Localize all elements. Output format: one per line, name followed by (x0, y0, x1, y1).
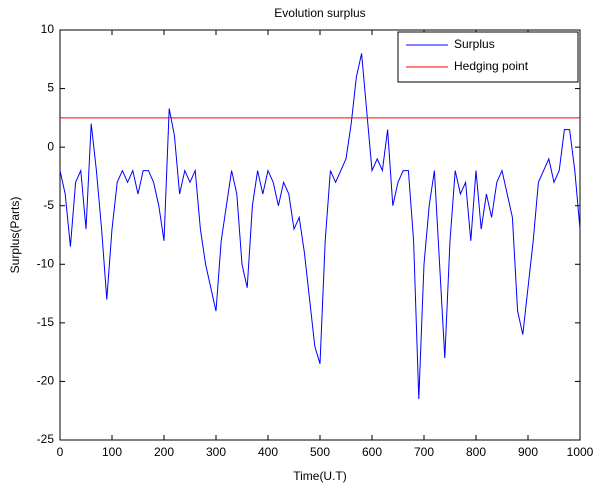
y-tick-label: 0 (47, 139, 54, 153)
legend-box (397, 31, 579, 83)
legend-label: Hedging point (454, 59, 529, 73)
y-tick-label: -15 (37, 315, 55, 329)
x-tick-label: 500 (310, 445, 330, 459)
y-tick-label: -10 (37, 256, 55, 270)
y-tick-label: 5 (47, 81, 54, 95)
chart-title: Evolution surplus (274, 6, 365, 20)
x-tick-label: 200 (154, 445, 174, 459)
y-tick-label: -25 (37, 432, 55, 446)
x-tick-label: 900 (518, 445, 538, 459)
x-tick-label: 0 (57, 445, 64, 459)
x-axis-label: Time(U.T) (293, 469, 347, 483)
x-tick-label: 100 (102, 445, 122, 459)
legend-label: Surplus (454, 37, 495, 51)
x-tick-label: 800 (466, 445, 486, 459)
series-line (59, 53, 581, 400)
x-tick-label: 600 (362, 445, 382, 459)
y-tick-label: 10 (41, 22, 55, 36)
x-tick-label: 300 (206, 445, 226, 459)
y-tick-label: -20 (37, 374, 55, 388)
y-axis-label: Surplus(Parts) (8, 197, 22, 274)
x-tick-label: 1000 (567, 445, 594, 459)
x-tick-label: 700 (414, 445, 434, 459)
x-tick-label: 400 (258, 445, 278, 459)
plot-area (59, 29, 581, 441)
y-tick-label: -5 (43, 198, 54, 212)
